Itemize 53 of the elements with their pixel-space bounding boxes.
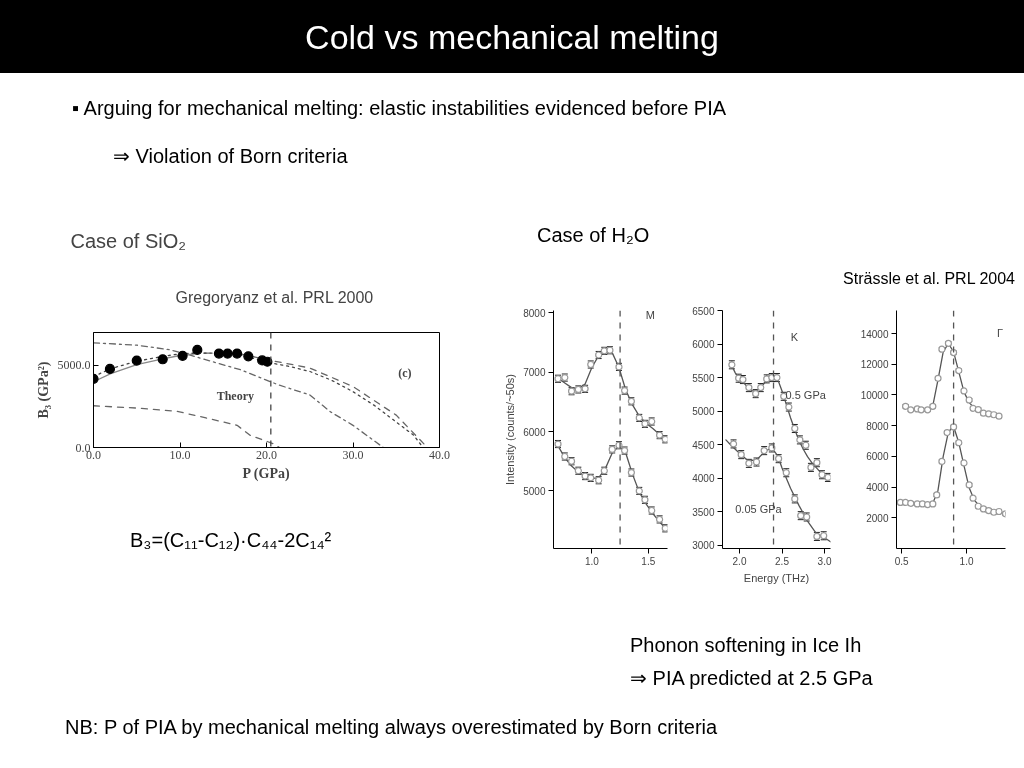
y-tick-label: 8000 [866,420,889,432]
x-axis-title: Energy (THz) [743,571,810,584]
text: NB: P of PIA by mechanical melting always overestimated by Born criteria [64,715,719,739]
text: Phonon softening in Ice Ih [629,633,863,657]
annotation: 0.05 GPa [735,502,783,515]
annotation: K [790,331,799,344]
y-tick-label: 5000 [692,406,715,418]
y-axis-title: B₃ (GPa²) [35,361,52,419]
annotation: Γ [997,326,1004,339]
y-tick-label: 5000 [523,485,546,497]
chart-title: Case of SiO₂ [70,230,187,252]
y-tick-label: 5500 [692,372,715,384]
text: Cold vs mechanical melting [0,0,1024,73]
x-tick-label: 3.0 [817,555,832,567]
y-tick-label: 6000 [692,339,715,351]
annotation: Theory [216,388,255,403]
annotation: M [645,309,655,322]
x-tick-label: 1.0 [959,555,974,567]
y-tick-label: 4000 [866,482,889,494]
annotation: (c) [398,365,412,380]
x-tick-label: 2.5 [775,555,790,567]
text: ⇒ Violation of Born criteria [112,144,349,168]
y-tick-label: 14000 [860,328,889,340]
y-tick-label: 10000 [860,389,889,401]
text: ▪ Arguing for mechanical melting: elastic instabilities evidenced before PIA [71,96,728,120]
y-tick-label: 6000 [523,426,546,438]
y-tick-label: 4000 [692,473,715,485]
x-tick-label: 30.0 [342,447,364,462]
y-tick-label: 2000 [866,512,889,524]
x-tick-label: 10.0 [169,447,191,462]
y-tick-label: 4500 [692,439,715,451]
x-tick-label: 40.0 [429,447,450,462]
text: Strässle et al. PRL 2004 [842,269,1016,288]
text: Case of H₂O [536,223,651,247]
chart-subtitle: Gregoryanz et al. PRL 2000 [175,288,374,306]
x-tick-label: 0.5 [894,555,910,567]
text: ⇒ PIA predicted at 2.5 GPa [629,666,874,690]
y-tick-label: 12000 [860,359,889,371]
y-tick-label: 6500 [692,305,715,317]
y-tick-label: 3000 [692,540,715,552]
annotation: 0.5 GPa [785,388,827,401]
y-tick-label: 5000.0 [57,358,91,373]
y-axis-title: Intensity (counts/~50s) [504,374,517,485]
y-tick-label: 8000 [523,307,546,319]
text: B₃=(C₁₁-C₁₂)·C₄₄-2C₁₄² [129,528,333,552]
y-tick-label: 6000 [866,451,889,463]
x-tick-label: 20.0 [256,447,277,462]
y-tick-label: 3500 [692,506,715,518]
x-axis-title: P (GPa) [242,465,290,482]
x-tick-label: 2.0 [732,555,747,567]
x-tick-label: 1.0 [584,555,600,567]
y-tick-label: 7000 [523,367,546,379]
x-tick-label: 1.5 [641,555,656,567]
